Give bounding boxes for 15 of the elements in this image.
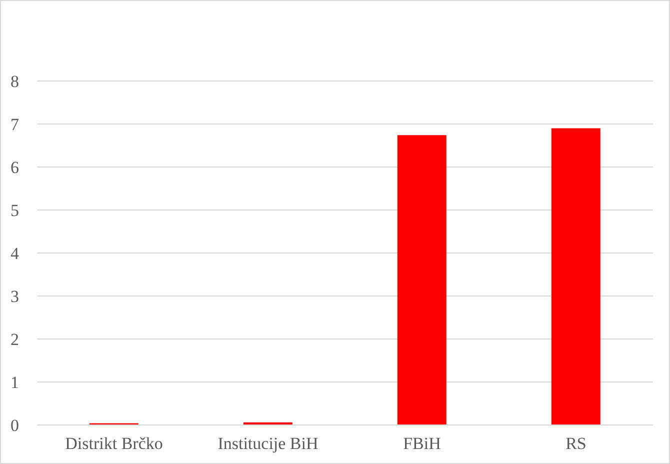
x-tick-label: Distrikt Brčko xyxy=(65,434,163,454)
bar xyxy=(397,135,446,425)
y-tick-label: 3 xyxy=(10,287,19,306)
y-tick-label: 5 xyxy=(10,201,19,220)
x-tick-label: RS xyxy=(566,434,586,454)
x-tick-label: Institucije BiH xyxy=(218,434,318,454)
y-tick-label: 1 xyxy=(10,373,19,392)
y-tick-label: 0 xyxy=(10,416,19,436)
y-tick-label: 7 xyxy=(10,115,20,134)
y-tick-label: 8 xyxy=(10,72,19,92)
y-tick-label: 2 xyxy=(10,330,19,350)
y-tick-label: 6 xyxy=(10,158,19,178)
x-tick-label: FBiH xyxy=(403,434,441,454)
y-tick-label: 4 xyxy=(10,244,20,264)
bar xyxy=(551,128,600,425)
